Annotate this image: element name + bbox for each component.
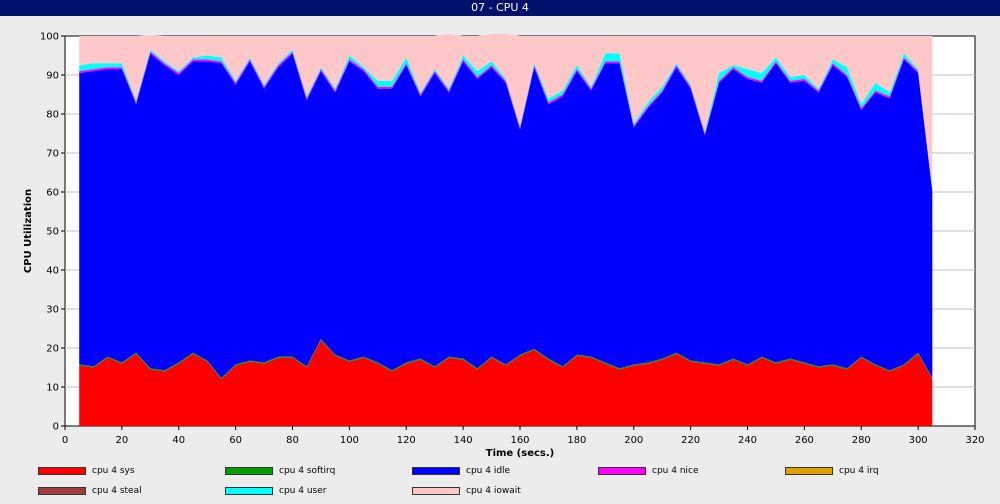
y-tick-label: 20 — [46, 344, 59, 355]
y-tick-label: 10 — [46, 383, 59, 394]
y-tick-label: 80 — [46, 110, 59, 121]
axes: 0 10 20 30 40 50 60 70 80 90 100 0 20 40 60 80 100 120 140… — [40, 32, 985, 447]
window-title: 07 - CPU 4 — [0, 0, 1000, 16]
y-tick-label: 90 — [46, 71, 59, 82]
area-cpu-4-idle — [79, 53, 933, 379]
y-tick-label: 50 — [46, 227, 59, 238]
area-cpu-4-sys — [79, 340, 933, 426]
y-tick-label: 30 — [46, 305, 59, 316]
chart-panel: 0 10 20 30 40 50 60 70 80 90 100 0 20 40 60 80 100 120 140… — [0, 16, 1000, 504]
y-tick-label: 70 — [46, 149, 59, 160]
y-tick-label: 40 — [46, 266, 59, 277]
x-tick-label: 220 — [681, 435, 700, 446]
cpu-utilization-chart: 0 10 20 30 40 50 60 70 80 90 100 0 20 40 60 80 100 120 140… — [23, 32, 985, 460]
y-tick-label: 60 — [46, 188, 59, 199]
x-tick-label: 120 — [397, 435, 416, 446]
x-tick-label: 80 — [286, 435, 299, 446]
x-tick-label: 40 — [172, 435, 185, 446]
x-tick-label: 280 — [852, 435, 871, 446]
x-tick-label: 260 — [795, 435, 814, 446]
y-tick-label: 100 — [40, 32, 59, 43]
x-tick-label: 160 — [510, 435, 529, 446]
x-tick-label: 140 — [454, 435, 473, 446]
x-axis-label: Time (secs.) — [486, 448, 555, 459]
x-tick-label: 300 — [909, 435, 928, 446]
y-tick-label: 0 — [53, 422, 59, 433]
x-tick-label: 20 — [116, 435, 129, 446]
x-tick-label: 0 — [62, 435, 68, 446]
area-cpu-4-iowait — [79, 34, 933, 189]
x-tick-label: 60 — [229, 435, 242, 446]
y-axis-label: CPU Utilization — [23, 189, 34, 273]
x-tick-label: 240 — [738, 435, 757, 446]
x-tick-label: 100 — [340, 435, 359, 446]
stacked-areas — [79, 34, 933, 426]
x-tick-label: 320 — [965, 435, 984, 446]
x-tick-label: 180 — [567, 435, 586, 446]
x-tick-label: 200 — [624, 435, 643, 446]
